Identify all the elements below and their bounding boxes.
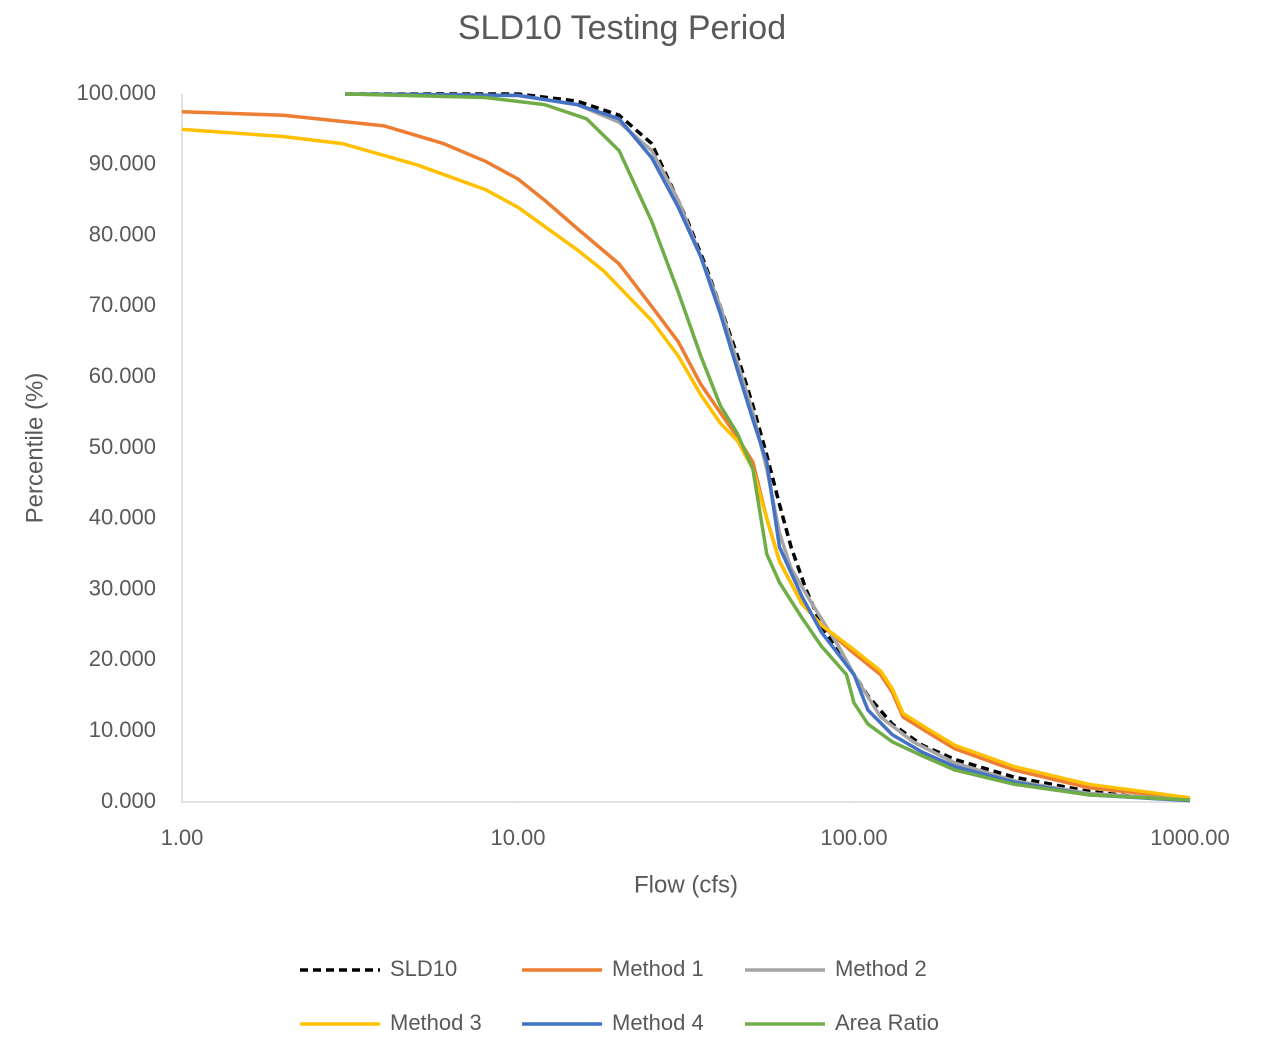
- series-line: [181, 109, 1191, 801]
- series-line: [345, 92, 1191, 802]
- chart-title: SLD10 Testing Period: [458, 9, 786, 47]
- x-tick-label: 1.00: [161, 825, 204, 850]
- y-tick-label: 40.000: [89, 505, 156, 530]
- legend-label: Method 4: [612, 1010, 704, 1035]
- legend-label: Method 2: [835, 956, 927, 981]
- y-tick-label: 80.000: [89, 221, 156, 246]
- series-line: [345, 92, 1191, 802]
- y-tick-label: 0.000: [101, 788, 156, 813]
- y-tick-label: 70.000: [89, 292, 156, 317]
- series-line: [345, 92, 1191, 803]
- x-tick-label: 10.00: [490, 825, 545, 850]
- legend-label: SLD10: [390, 956, 457, 981]
- x-tick-label: 100.00: [820, 825, 887, 850]
- series-line: [345, 92, 1191, 802]
- y-tick-label: 60.000: [89, 363, 156, 388]
- y-tick-label: 20.000: [89, 646, 156, 671]
- legend-label: Method 1: [612, 956, 704, 981]
- x-axis-title: Flow (cfs): [634, 871, 738, 898]
- legend-label: Method 3: [390, 1010, 482, 1035]
- y-tick-label: 90.000: [89, 151, 156, 176]
- y-tick-label: 100.000: [76, 80, 156, 105]
- y-axis-title: Percentile (%): [21, 373, 48, 524]
- y-tick-label: 50.000: [89, 434, 156, 459]
- y-tick-label: 10.000: [89, 717, 156, 742]
- series-line: [181, 127, 1191, 800]
- x-tick-label: 1000.00: [1150, 825, 1230, 850]
- legend-label: Area Ratio: [835, 1010, 939, 1035]
- y-tick-label: 30.000: [89, 575, 156, 600]
